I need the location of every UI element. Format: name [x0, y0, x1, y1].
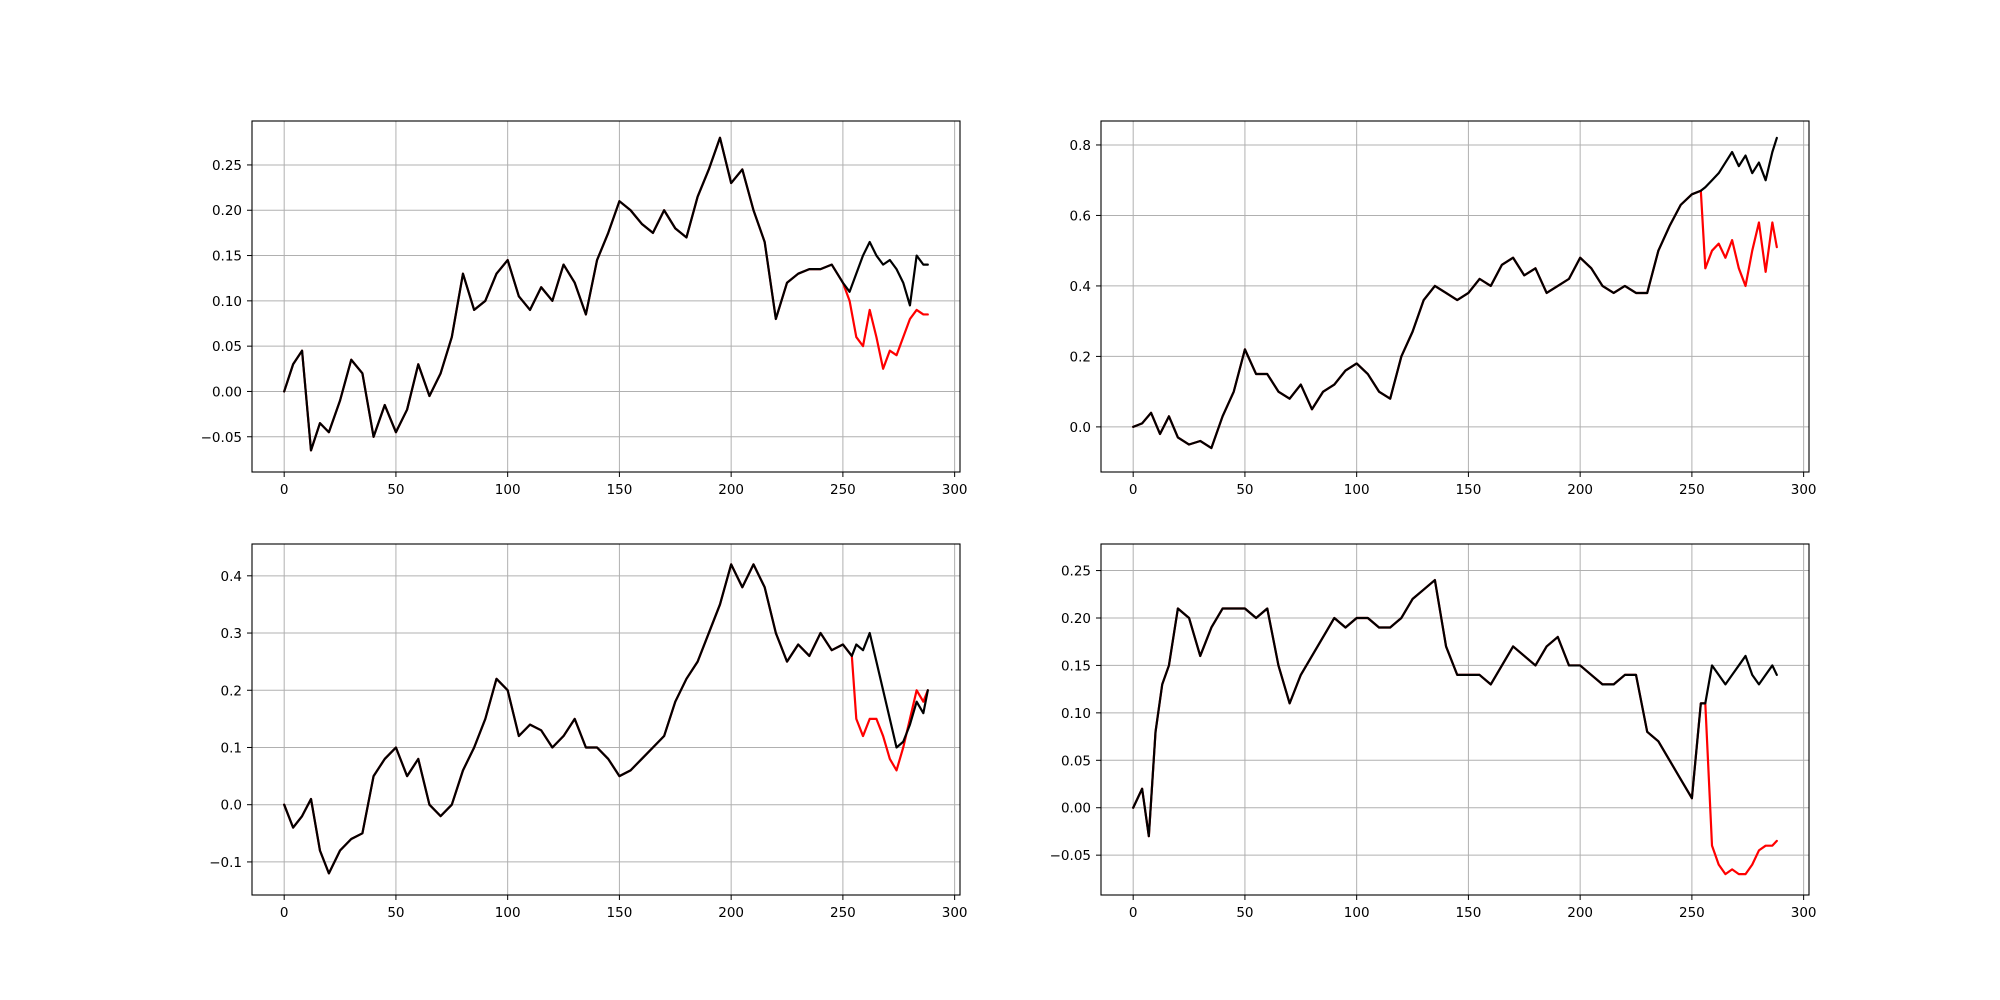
x-tick-label: 50 [1236, 482, 1253, 498]
actual-series-line [283, 563, 929, 875]
grid-lines [252, 121, 960, 472]
y-tick-label: −0.05 [201, 430, 242, 446]
y-tick-label: 0.20 [1061, 611, 1091, 627]
x-tick-label: 100 [1344, 905, 1370, 921]
y-tick-label: 0.1 [221, 740, 242, 756]
y-tick-label: 0.3 [221, 626, 242, 642]
y-tick-label: 0.25 [1061, 564, 1091, 580]
y-tick-label: 0.0 [1070, 420, 1091, 436]
y-axis-ticks: −0.1 0.0 0.1 0.2 0.3 0.4 [209, 569, 252, 871]
y-tick-label: 0.4 [221, 569, 242, 585]
x-tick-label: 50 [387, 905, 404, 921]
x-tick-label: 100 [1344, 482, 1370, 498]
grid-lines [252, 544, 960, 895]
x-tick-label: 0 [280, 905, 289, 921]
x-tick-label: 200 [718, 905, 744, 921]
actual-series-line [1132, 136, 1778, 450]
x-tick-label: 0 [1129, 905, 1138, 921]
y-tick-label: 0.0 [221, 798, 242, 814]
x-tick-label: 300 [1791, 482, 1817, 498]
x-axis-ticks: 0 50 100 150 200 250 300 [1129, 472, 1817, 498]
series-lines [1132, 578, 1778, 876]
x-tick-label: 150 [607, 482, 633, 498]
axes-frame [251, 120, 961, 473]
x-tick-label: 50 [1236, 905, 1253, 921]
y-tick-label: 0.00 [212, 384, 242, 400]
subplot-top-right: 0 50 100 150 200 250 300 0.0 0.2 0.4 0.6 0.8 [1070, 120, 1817, 498]
y-tick-label: 0.20 [212, 203, 242, 219]
x-axis-ticks: 0 50 100 150 200 250 300 [280, 895, 968, 921]
y-tick-label: 0.2 [1070, 349, 1091, 365]
y-tick-label: 0.6 [1070, 208, 1091, 224]
y-tick-label: 0.05 [1061, 753, 1091, 769]
y-tick-label: 0.8 [1070, 138, 1091, 154]
x-axis-ticks: 0 50 100 150 200 250 300 [1129, 895, 1817, 921]
y-tick-label: 0.4 [1070, 279, 1091, 295]
x-tick-label: 300 [942, 482, 968, 498]
y-tick-label: 0.15 [1061, 658, 1091, 674]
x-axis-ticks: 0 50 100 150 200 250 300 [280, 472, 968, 498]
x-tick-label: 50 [387, 482, 404, 498]
axes-frame [251, 543, 961, 896]
series-lines [283, 563, 929, 875]
x-tick-label: 200 [718, 482, 744, 498]
series-lines [283, 136, 929, 452]
x-tick-label: 300 [1791, 905, 1817, 921]
x-tick-label: 150 [1456, 482, 1482, 498]
x-tick-label: 250 [1679, 905, 1705, 921]
y-axis-ticks: −0.05 0.00 0.05 0.10 0.15 0.20 0.25 [1050, 564, 1101, 864]
grid-lines [1101, 544, 1809, 895]
axes-frame [1100, 543, 1810, 896]
y-tick-label: 0.10 [1061, 706, 1091, 722]
x-tick-label: 150 [607, 905, 633, 921]
y-tick-label: 0.25 [212, 158, 242, 174]
y-axis-ticks: 0.0 0.2 0.4 0.6 0.8 [1070, 138, 1101, 436]
actual-series-line [1132, 578, 1778, 838]
axes-frame [1100, 120, 1810, 473]
x-tick-label: 100 [495, 905, 521, 921]
x-tick-label: 200 [1567, 482, 1593, 498]
y-tick-label: 0.2 [221, 683, 242, 699]
x-tick-label: 200 [1567, 905, 1593, 921]
y-axis-ticks: −0.05 0.00 0.05 0.10 0.15 0.20 0.25 [201, 158, 252, 446]
x-tick-label: 250 [830, 482, 856, 498]
subplot-bottom-right: 0 50 100 150 200 250 300 −0.05 0.00 0.05 0.10 0.15 0… [1050, 543, 1817, 921]
subplot-bottom-left: 0 50 100 150 200 250 300 −0.1 0.0 0.1 0.2 0.3 0.4 [209, 543, 968, 921]
x-tick-label: 250 [830, 905, 856, 921]
y-tick-label: 0.05 [212, 339, 242, 355]
x-tick-label: 150 [1456, 905, 1482, 921]
x-tick-label: 0 [1129, 482, 1138, 498]
subplot-top-left: 0 50 100 150 200 250 300 −0.05 0.00 0.05 0.10 0.15 0… [201, 120, 968, 498]
y-tick-label: 0.10 [212, 294, 242, 310]
y-tick-label: 0.15 [212, 249, 242, 265]
y-tick-label: 0.00 [1061, 801, 1091, 817]
y-tick-label: −0.1 [209, 855, 242, 871]
x-tick-label: 250 [1679, 482, 1705, 498]
y-tick-label: −0.05 [1050, 848, 1091, 864]
x-tick-label: 300 [942, 905, 968, 921]
series-lines [1132, 136, 1778, 450]
x-tick-label: 0 [280, 482, 289, 498]
actual-series-line [283, 136, 929, 452]
x-tick-label: 100 [495, 482, 521, 498]
